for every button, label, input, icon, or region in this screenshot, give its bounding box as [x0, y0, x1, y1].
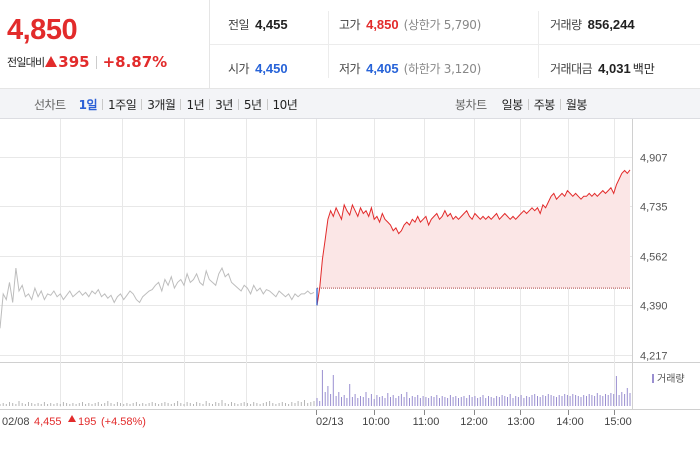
stat-value: 4,850 [366, 17, 399, 32]
volume-legend-swatch [652, 374, 654, 383]
candle-chart-tabs: 봉차트 일봉 주봉 월봉 [455, 89, 592, 119]
stat-value: 856,244 [587, 17, 635, 32]
current-price: 4,850 [7, 14, 78, 46]
stat-label: 거래량 [550, 18, 582, 32]
prev-date-label: 02/08 [2, 416, 30, 428]
today-date-label: 02/13 [316, 416, 344, 428]
x-tick-label: 13:00 [507, 416, 535, 428]
line-period-tab-2[interactable]: 3개월 [147, 97, 176, 112]
x-tick-label: 10:00 [362, 416, 390, 428]
line-period-tab-0[interactable]: 1일 [78, 97, 98, 112]
today-price-area [317, 169, 630, 306]
prev-day-price-line [0, 266, 315, 329]
divider [237, 98, 239, 110]
change-amount: 395 [58, 53, 90, 71]
stat-label: 고가 [339, 18, 361, 32]
quote-stats: 전일 4,455 고가 4,850 (상한가 5,790) 거래량 856,24… [210, 0, 700, 89]
line-period-tab-4[interactable]: 3년 [215, 97, 233, 112]
quote-header: 4,850 전일대비 395 +8.87% 전일 4,455 고가 4,850 … [0, 0, 700, 89]
change-row: 전일대비 395 +8.87% [7, 53, 167, 71]
line-period-tab-3[interactable]: 1년 [186, 97, 205, 112]
upper-limit: (상한가 5,790) [403, 18, 482, 32]
stat-value: 4,455 [255, 17, 288, 32]
stat-prev-close: 전일 4,455 [228, 16, 288, 33]
candle-chart-title: 봉차트 [455, 97, 487, 112]
up-arrow-icon [45, 55, 58, 67]
stat-unit: 백만 [632, 62, 655, 76]
candle-period-tab-1[interactable]: 주봉 [533, 97, 556, 112]
line-period-tab-5[interactable]: 5년 [243, 97, 262, 112]
y-tick-label: 4,562 [640, 252, 668, 264]
stat-value: 4,405 [366, 61, 399, 76]
divider [527, 98, 529, 110]
change-percent: +8.87% [102, 53, 168, 71]
price-box: 4,850 전일대비 395 +8.87% [0, 0, 210, 89]
x-tick-label: 14:00 [556, 416, 584, 428]
x-tick-label: 11:00 [413, 416, 440, 428]
intraday-price-chart: 4,907 4,735 4,562 4,390 4,217 거래량 02/08 4,455 19… [0, 119, 700, 428]
prev-change-label: 195 [78, 416, 96, 428]
y-tick-label: 4,390 [640, 301, 668, 313]
divider [210, 44, 700, 45]
candle-period-tab-2[interactable]: 월봉 [565, 97, 588, 112]
line-chart-tabs: 선차트 1일 1주일 3개월 1년 3년 5년 10년 [34, 89, 302, 119]
candle-period-tab-0[interactable]: 일봉 [501, 97, 524, 112]
divider [141, 98, 143, 110]
divider [209, 98, 211, 110]
divider [559, 98, 561, 110]
divider [328, 11, 329, 78]
divider [538, 11, 539, 78]
change-label: 전일대비 [7, 56, 45, 69]
stat-value: 4,031 [598, 61, 631, 76]
lower-limit: (하한가 3,120) [403, 62, 482, 76]
stat-open: 시가 4,450 [228, 60, 288, 77]
y-tick-label: 4,735 [640, 202, 668, 214]
y-tick-label: 4,217 [640, 351, 668, 363]
divider [102, 98, 104, 110]
divider [266, 98, 268, 110]
x-tick-label: 15:00 [604, 416, 632, 428]
x-tick-label: 12:00 [460, 416, 488, 428]
y-tick-label: 4,907 [640, 153, 668, 165]
volume-legend-label: 거래량 [657, 373, 685, 385]
stat-value: 4,450 [255, 61, 288, 76]
prev-close-label: 4,455 [34, 416, 62, 428]
stat-high: 고가 4,850 (상한가 5,790) [339, 16, 481, 33]
chart-tabbar: 선차트 1일 1주일 3개월 1년 3년 5년 10년 봉차트 일봉 주봉 월봉 [0, 89, 700, 119]
stat-label: 전일 [228, 18, 250, 32]
divider [180, 98, 182, 110]
line-chart-title: 선차트 [34, 97, 66, 112]
stat-label: 시가 [228, 62, 250, 76]
line-period-tab-1[interactable]: 1주일 [108, 97, 137, 112]
today-price-line [316, 169, 631, 306]
stat-low: 저가 4,405 (하한가 3,120) [339, 60, 481, 77]
prev-up-arrow-icon [68, 415, 76, 422]
divider [95, 55, 97, 69]
stat-label: 거래대금 [550, 62, 593, 76]
stat-amount: 거래대금 4,031 백만 [550, 60, 655, 77]
line-period-tab-6[interactable]: 10년 [272, 97, 298, 112]
prev-change-percent-label: (+4.58%) [101, 416, 146, 428]
stat-volume: 거래량 856,244 [550, 16, 635, 33]
stat-label: 저가 [339, 62, 361, 76]
